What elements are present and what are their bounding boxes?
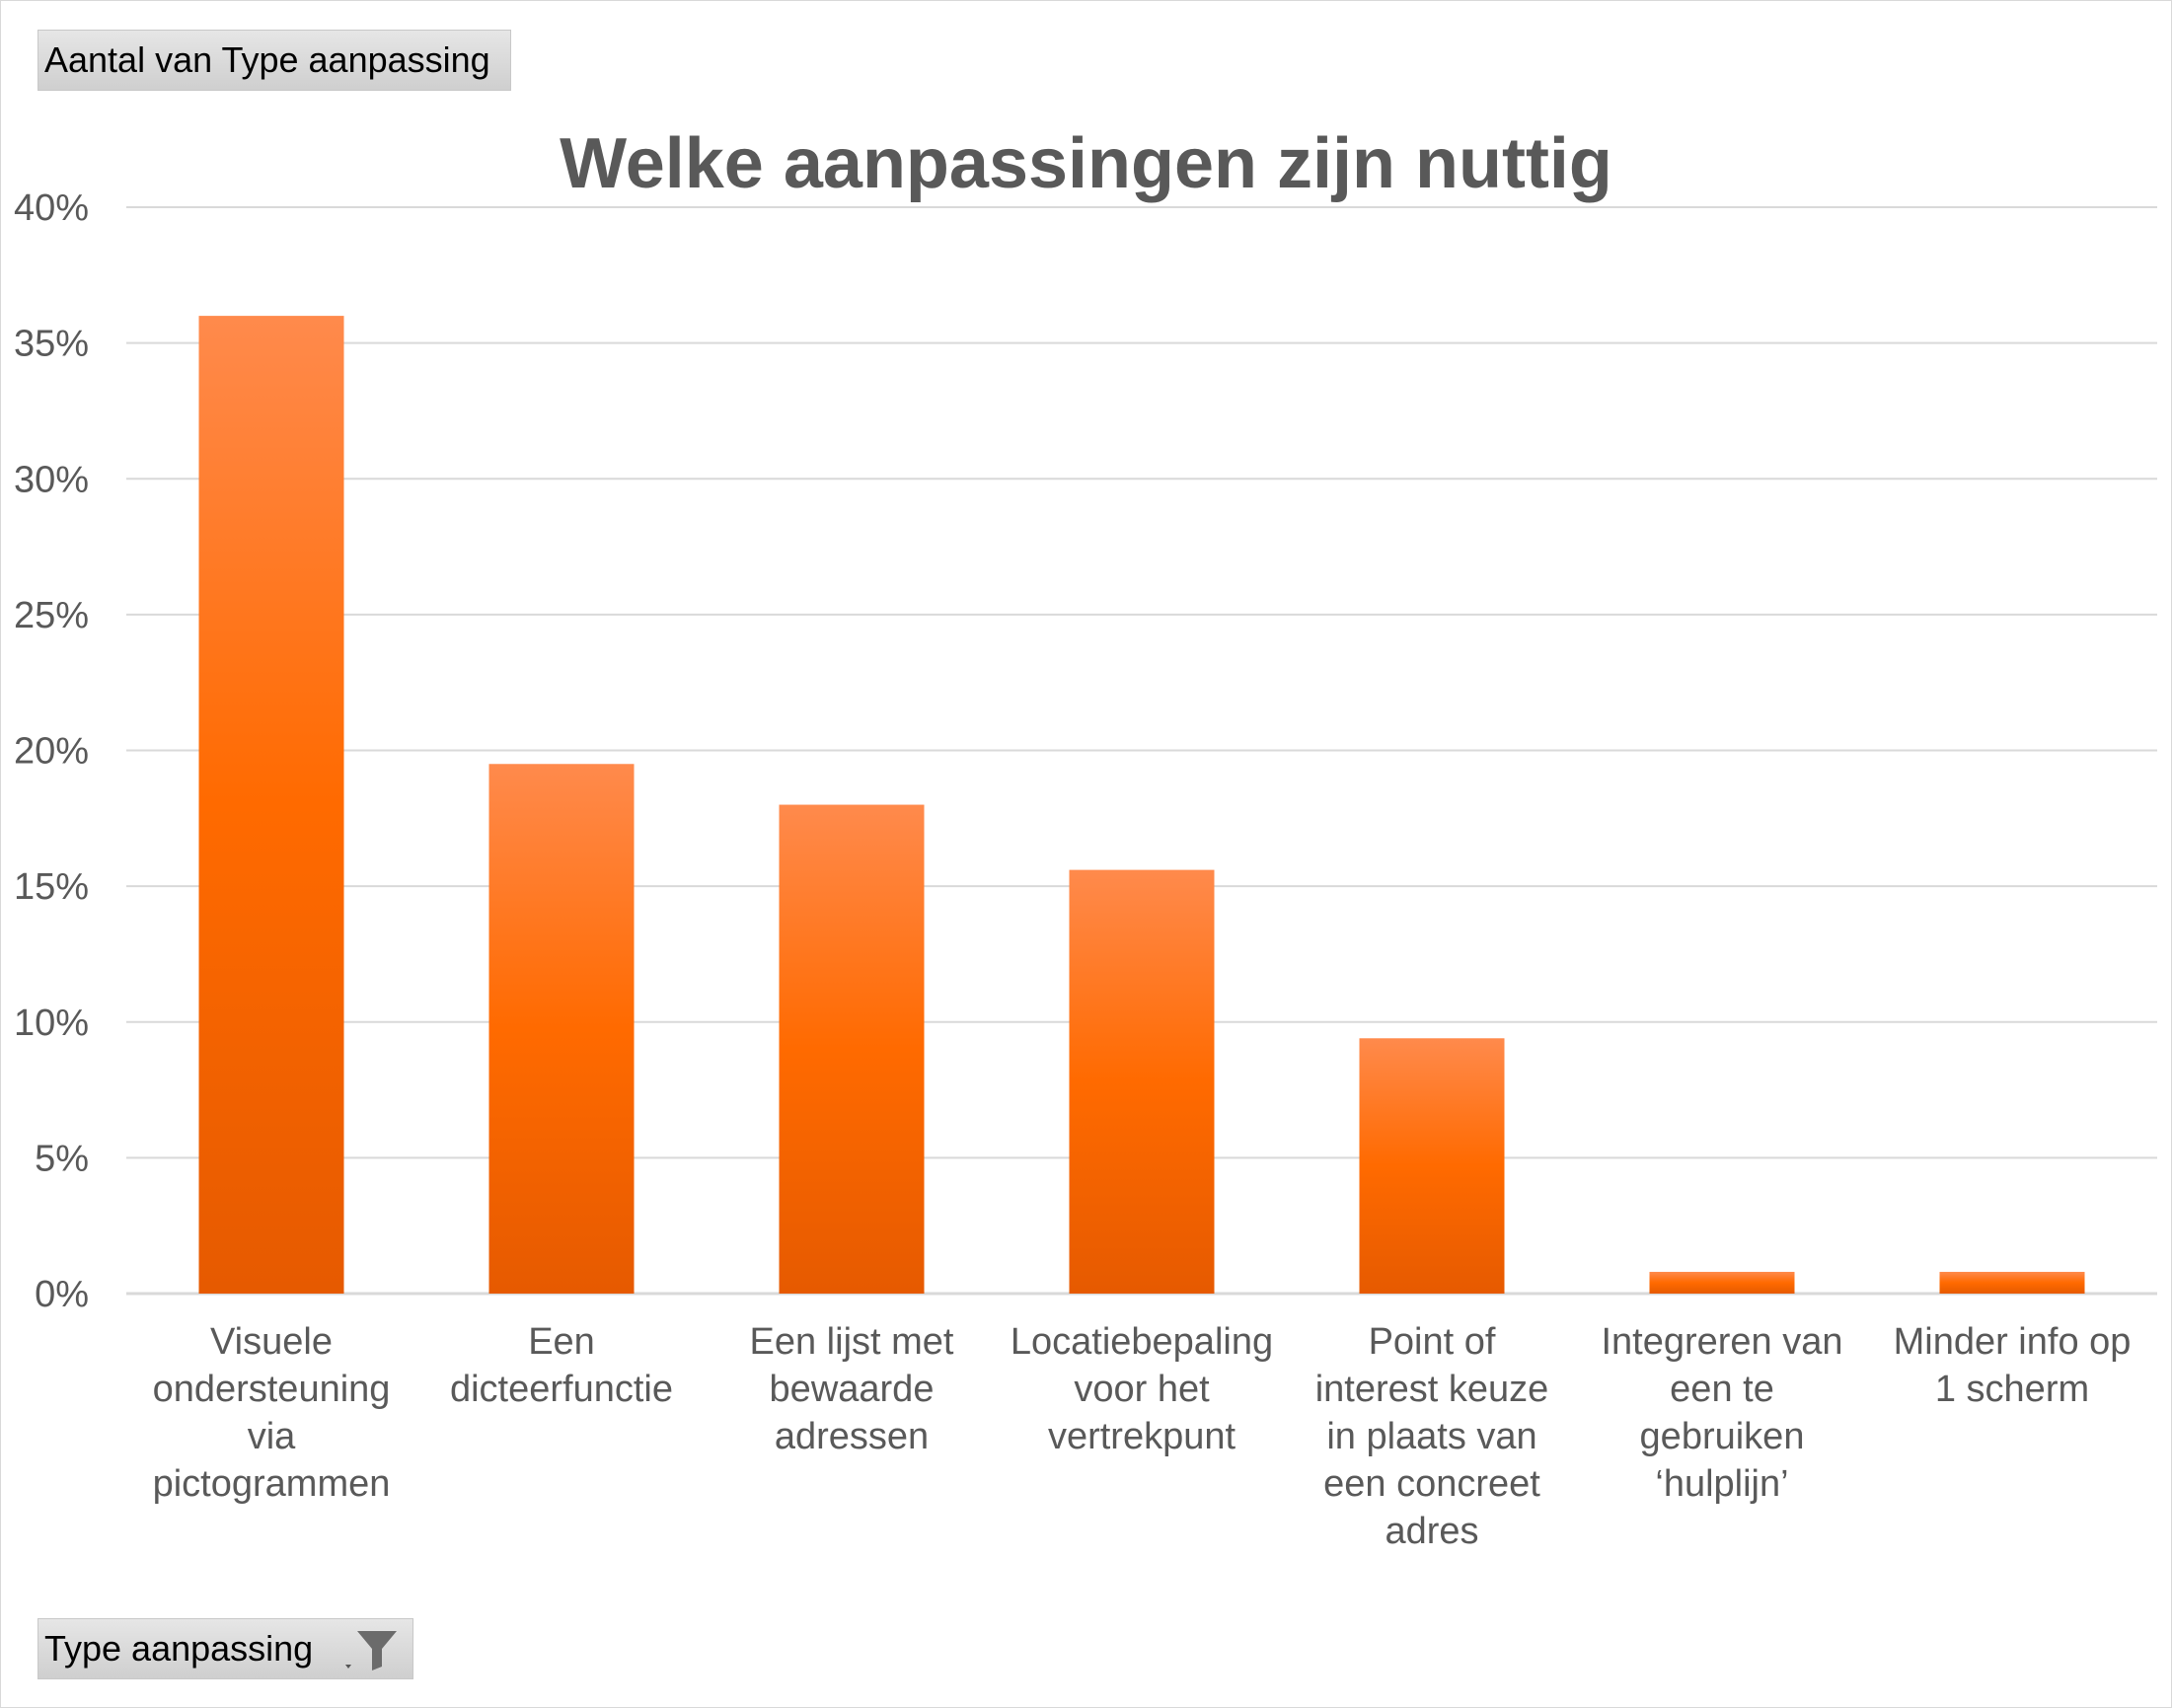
x-category-label: Integreren van een te gebruiken ‘hulplijn’ xyxy=(1601,1321,1842,1505)
bar[interactable] xyxy=(488,764,635,1294)
y-tick-label: 25% xyxy=(14,595,89,636)
bar[interactable] xyxy=(1069,869,1215,1294)
y-tick-label: 30% xyxy=(14,459,89,500)
value-field-button[interactable]: Aantal van Type aanpassing xyxy=(37,30,511,91)
funnel-filter-icon[interactable] xyxy=(343,1629,403,1672)
bar[interactable] xyxy=(1649,1271,1795,1294)
y-tick-label: 5% xyxy=(35,1138,89,1179)
x-axis-labels: Visuele ondersteuning via pictogrammen Een di… xyxy=(153,1321,2132,1552)
bar[interactable] xyxy=(198,316,344,1295)
y-tick-label: 0% xyxy=(35,1274,89,1315)
x-category-label: Visuele ondersteuning via pictogrammen xyxy=(153,1321,391,1505)
y-tick-label: 20% xyxy=(14,731,89,773)
y-tick-label: 15% xyxy=(14,866,89,908)
x-category-label: Een lijst met bewaarde adressen xyxy=(750,1321,954,1457)
x-category-label: Minder info op 1 scherm xyxy=(1894,1321,2132,1410)
bars xyxy=(198,316,2085,1295)
bar[interactable] xyxy=(779,804,925,1294)
y-axis-ticks: 0% 5% 10% 15% 20% 25% 30% 35% 40% xyxy=(14,187,89,1315)
bar[interactable] xyxy=(1939,1271,2085,1294)
x-category-label: Point of interest keuze in plaats van een c… xyxy=(1315,1321,1549,1552)
y-tick-label: 40% xyxy=(14,187,89,229)
value-field-label: Aantal van Type aanpassing xyxy=(44,39,490,80)
x-category-label: Locatiebepaling voor het vertrekpunt xyxy=(1011,1321,1273,1457)
bar[interactable] xyxy=(1359,1038,1505,1294)
y-tick-label: 35% xyxy=(14,324,89,365)
axis-field-label: Type aanpassing xyxy=(44,1628,314,1669)
x-category-label: Een dicteerfunctie xyxy=(450,1321,673,1410)
chart-title: Welke aanpassingen zijn nuttig xyxy=(560,124,1612,203)
y-tick-label: 10% xyxy=(14,1003,89,1044)
axis-field-button[interactable]: Type aanpassing xyxy=(37,1618,413,1679)
